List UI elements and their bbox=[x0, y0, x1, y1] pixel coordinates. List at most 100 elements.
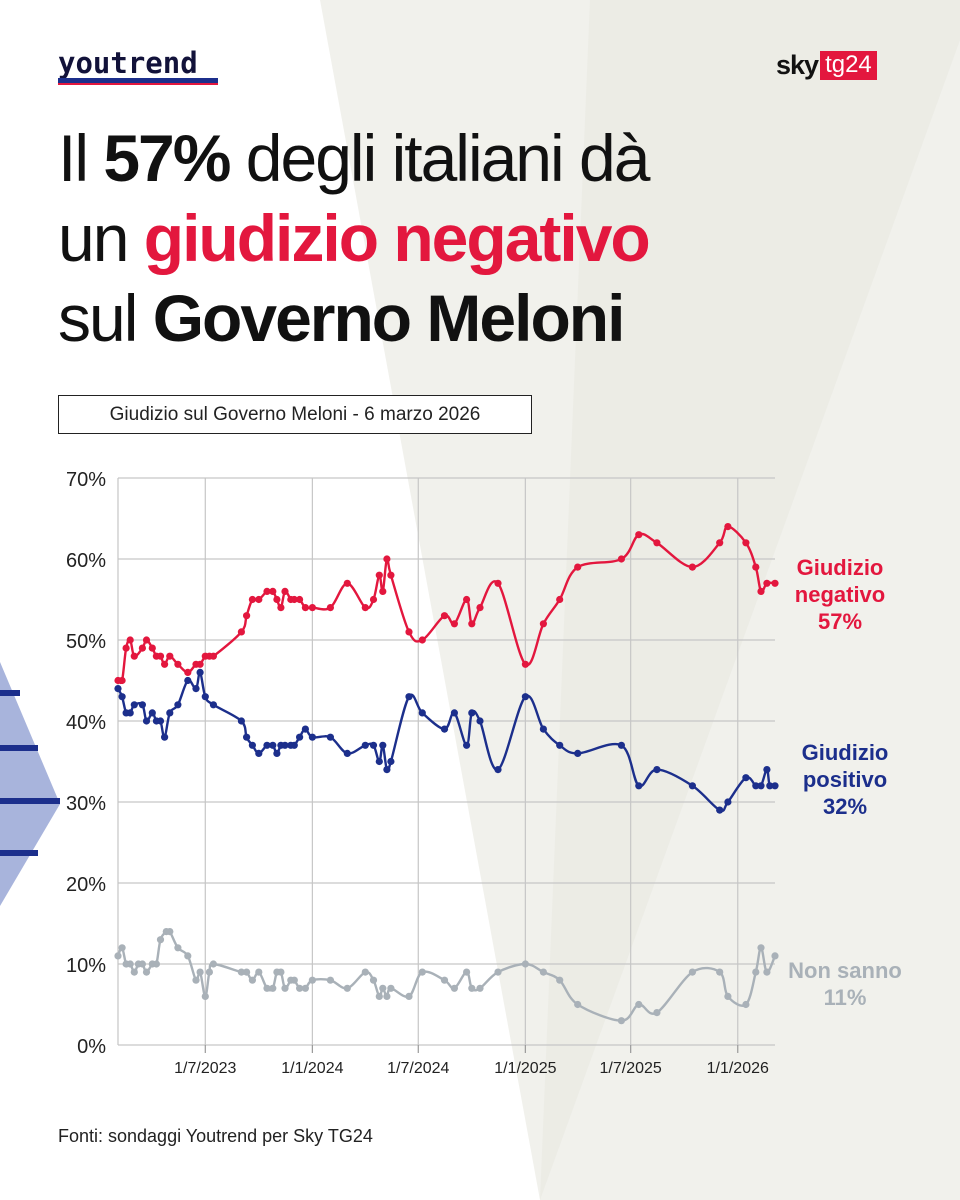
data-point-ns bbox=[174, 944, 182, 952]
data-point-neg bbox=[122, 644, 130, 652]
data-point-ns bbox=[326, 976, 334, 984]
chart-grid bbox=[117, 477, 775, 1053]
data-point-pos bbox=[716, 806, 724, 814]
left-arrow-stripe bbox=[0, 850, 38, 856]
data-point-pos bbox=[142, 717, 151, 725]
data-point-neg bbox=[757, 587, 765, 596]
x-tick-label: 1/7/2024 bbox=[387, 1060, 449, 1077]
data-point-ns bbox=[574, 1000, 582, 1009]
data-point-pos bbox=[148, 709, 156, 717]
data-point-ns bbox=[440, 976, 449, 984]
data-point-ns bbox=[763, 968, 771, 976]
x-tick-label: 1/7/2025 bbox=[600, 1060, 662, 1077]
data-point-ns bbox=[688, 968, 697, 976]
data-point-neg bbox=[196, 660, 204, 668]
data-point-pos bbox=[387, 757, 395, 766]
youtrend-logo-underline bbox=[58, 78, 218, 83]
data-point-ns bbox=[724, 992, 732, 1001]
data-point-neg bbox=[468, 620, 476, 628]
data-point-neg bbox=[463, 595, 471, 604]
data-point-ns bbox=[184, 952, 192, 960]
data-point-ns bbox=[243, 968, 251, 976]
data-point-pos bbox=[196, 668, 204, 677]
source-note: Fonti: sondaggi Youtrend per Sky TG24 bbox=[58, 1126, 373, 1146]
data-point-neg bbox=[243, 612, 251, 620]
data-point-pos bbox=[450, 709, 458, 717]
data-point-pos bbox=[383, 766, 391, 774]
data-point-neg bbox=[361, 604, 369, 612]
headline-government: Governo Meloni bbox=[152, 281, 626, 355]
data-point-neg bbox=[308, 604, 316, 612]
data-point-ns bbox=[653, 1009, 661, 1017]
skytg24-logo: sky tg24 bbox=[776, 50, 877, 81]
y-tick-label: 20% bbox=[66, 874, 106, 896]
data-point-pos bbox=[771, 782, 779, 790]
data-point-neg bbox=[450, 620, 458, 628]
data-point-neg bbox=[763, 579, 771, 587]
headline-text: Il bbox=[58, 121, 104, 195]
data-point-neg bbox=[148, 644, 156, 652]
series-label-pos: Giudizio bbox=[802, 740, 889, 765]
left-arrow-stripe bbox=[0, 798, 60, 804]
data-point-pos bbox=[688, 782, 697, 790]
data-point-pos bbox=[174, 701, 182, 709]
data-point-neg bbox=[209, 652, 217, 660]
data-point-pos bbox=[263, 741, 271, 749]
data-point-ns bbox=[387, 984, 395, 992]
data-point-ns bbox=[494, 968, 502, 976]
data-point-ns bbox=[118, 944, 126, 952]
data-point-neg bbox=[174, 660, 182, 668]
left-arrow-stripe bbox=[0, 690, 20, 696]
data-point-neg bbox=[379, 587, 387, 596]
data-point-ns bbox=[757, 944, 765, 952]
headline-percent: 57% bbox=[103, 121, 231, 195]
data-point-pos bbox=[130, 701, 138, 709]
data-point-ns bbox=[369, 976, 378, 984]
data-point-ns bbox=[771, 952, 779, 960]
data-point-ns bbox=[716, 968, 724, 976]
series-label-pos: 32% bbox=[823, 794, 867, 819]
data-point-neg bbox=[326, 604, 334, 612]
data-point-ns bbox=[463, 968, 471, 976]
data-point-ns bbox=[248, 976, 256, 984]
data-point-neg bbox=[494, 579, 502, 587]
y-tick-label: 50% bbox=[66, 631, 106, 653]
series-neg bbox=[114, 523, 779, 685]
data-point-neg bbox=[369, 595, 378, 604]
youtrend-logo: youtrend bbox=[58, 46, 198, 80]
data-point-pos bbox=[752, 782, 760, 790]
series-label-ns: 11% bbox=[824, 985, 867, 1010]
data-point-pos bbox=[290, 741, 298, 749]
data-point-neg bbox=[539, 620, 548, 628]
data-point-pos bbox=[556, 741, 564, 749]
data-point-pos bbox=[138, 701, 146, 709]
data-point-neg bbox=[574, 563, 582, 571]
data-point-neg bbox=[301, 604, 309, 612]
data-point-neg bbox=[635, 531, 643, 539]
y-tick-label: 60% bbox=[66, 550, 106, 572]
x-axis-labels: 1/7/2023 1/1/2024 1/7/2024 1/1/2025 1/7/2025… bbox=[174, 1060, 769, 1077]
data-point-neg bbox=[440, 612, 449, 620]
headline-line-3: sul Governo Meloni bbox=[58, 278, 918, 358]
data-point-pos bbox=[405, 693, 413, 701]
data-point-ns bbox=[269, 984, 277, 992]
data-point-ns bbox=[556, 976, 564, 984]
data-point-pos bbox=[418, 709, 426, 717]
data-point-pos bbox=[440, 725, 449, 733]
data-point-neg bbox=[269, 587, 277, 596]
youtrend-logo-underline-red bbox=[58, 83, 218, 85]
series-line-neg bbox=[117, 525, 776, 685]
data-point-pos bbox=[343, 749, 351, 758]
data-point-ns bbox=[209, 960, 217, 968]
series-label-pos: positivo bbox=[803, 767, 887, 792]
data-point-pos bbox=[269, 741, 277, 749]
tg24-logo-box: tg24 bbox=[820, 51, 877, 80]
data-point-ns bbox=[617, 1017, 626, 1025]
data-point-ns bbox=[192, 976, 200, 984]
headline-highlight: giudizio negativo bbox=[143, 201, 651, 275]
data-point-ns bbox=[255, 968, 263, 976]
data-point-neg bbox=[724, 523, 732, 531]
data-point-pos bbox=[653, 766, 661, 774]
